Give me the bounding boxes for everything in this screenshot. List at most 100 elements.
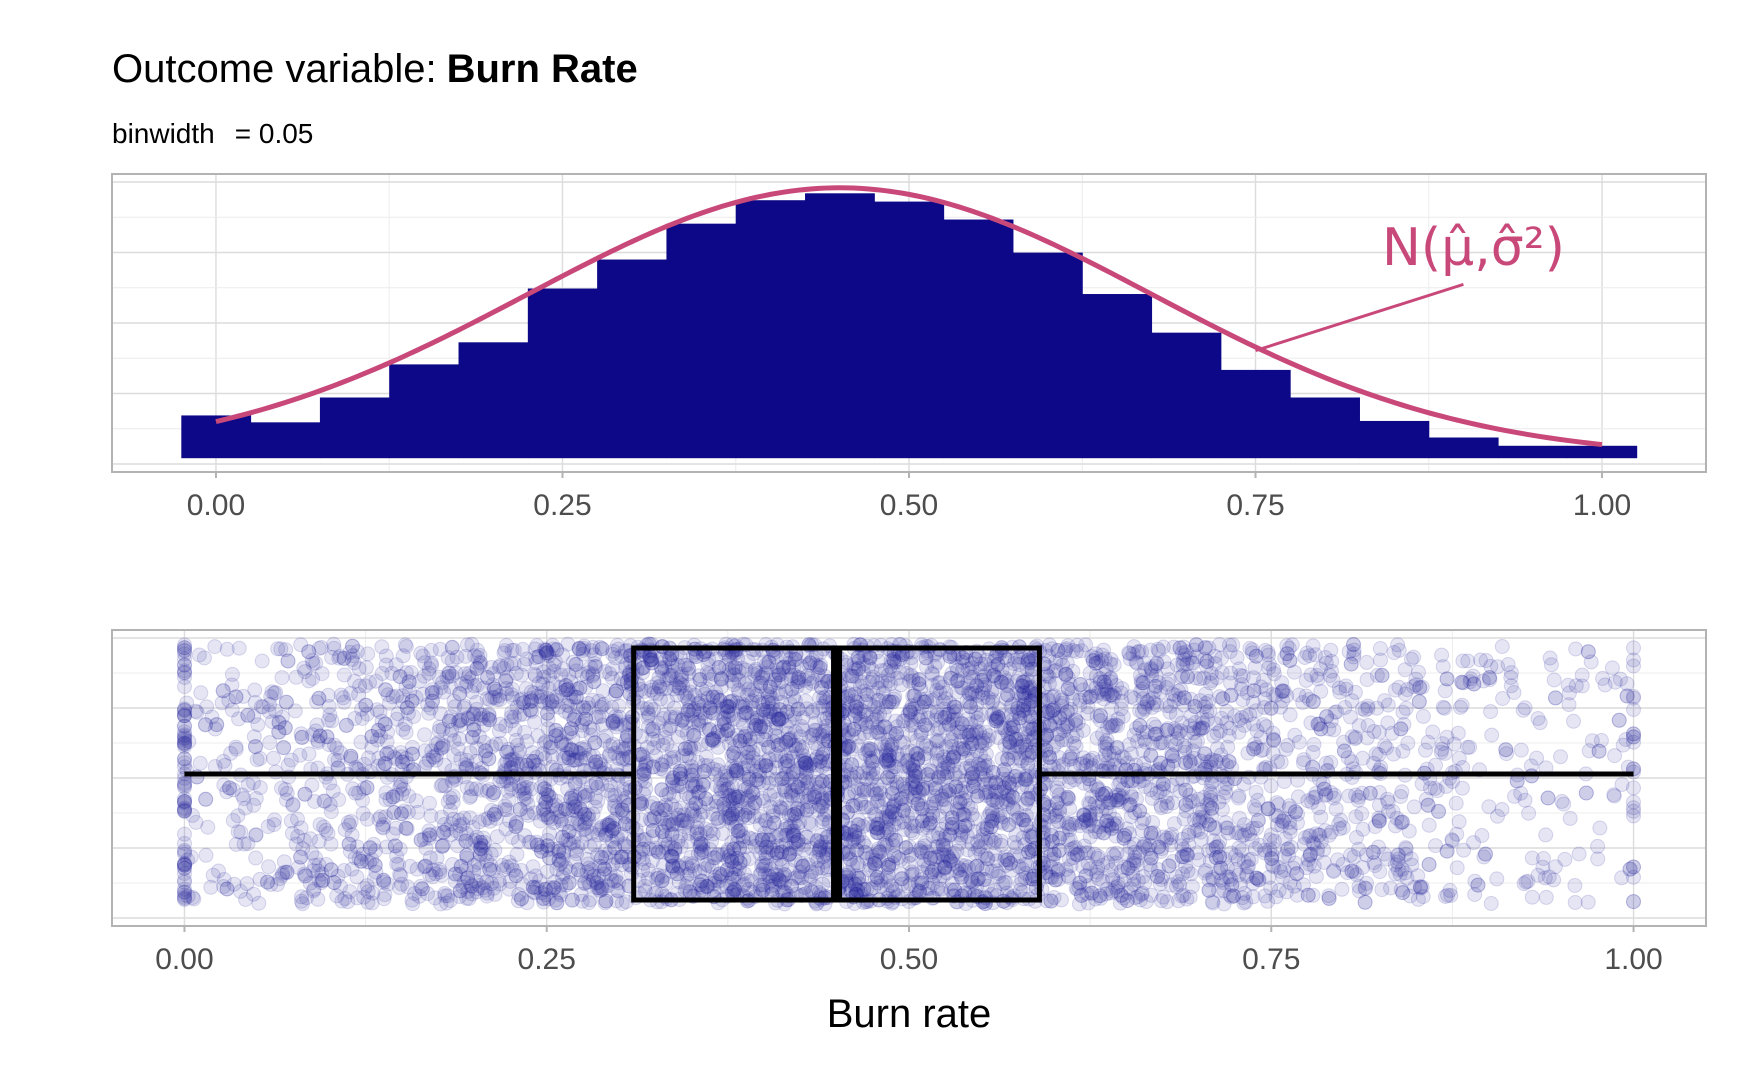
data-point (738, 749, 754, 765)
data-point (872, 706, 888, 722)
data-point (917, 835, 933, 851)
data-point (1279, 638, 1295, 654)
data-point (1060, 704, 1076, 720)
data-point (1567, 878, 1583, 893)
data-point (424, 743, 440, 759)
data-point (945, 849, 960, 864)
data-point (1013, 738, 1029, 754)
data-point (1175, 657, 1191, 673)
data-point (855, 818, 871, 834)
data-point (1041, 716, 1057, 732)
annotation-label: N(μ̂,σ̂²) (1382, 218, 1565, 278)
data-point (570, 745, 586, 761)
data-point (1494, 639, 1510, 654)
data-point (865, 848, 880, 864)
x-tick-label: 1.00 (1573, 489, 1631, 522)
data-point (753, 669, 769, 685)
data-point (982, 806, 998, 821)
data-point (786, 835, 802, 851)
data-point (1094, 647, 1110, 663)
data-point (861, 760, 877, 776)
data-point (177, 657, 192, 673)
data-point (694, 879, 710, 895)
data-point (615, 741, 631, 757)
data-point (1228, 862, 1244, 878)
data-point (316, 793, 332, 809)
data-point (521, 753, 537, 769)
data-point (1538, 827, 1554, 843)
data-point (943, 853, 959, 869)
data-point (671, 778, 687, 793)
data-point (1187, 823, 1203, 839)
data-point (1394, 784, 1410, 800)
data-point (587, 659, 603, 675)
data-point (193, 685, 209, 701)
normal-curve (215, 185, 1603, 448)
data-point (1626, 803, 1641, 819)
data-point (1057, 707, 1073, 723)
data-point (888, 713, 904, 729)
data-point (198, 847, 214, 863)
data-point (428, 684, 444, 700)
data-point (788, 834, 804, 850)
data-point (1614, 777, 1630, 792)
data-point (1179, 656, 1195, 672)
data-point (799, 794, 815, 810)
data-point (665, 658, 680, 674)
data-point (1380, 697, 1396, 713)
data-point (1245, 694, 1261, 710)
data-point (1304, 794, 1320, 810)
data-point (1078, 637, 1094, 653)
data-point (1567, 895, 1583, 910)
data-point (905, 766, 921, 782)
data-point (967, 685, 983, 701)
data-point (1066, 850, 1081, 866)
data-point (1088, 646, 1104, 662)
data-point (725, 711, 741, 727)
data-point (724, 759, 740, 775)
data-point (806, 787, 822, 803)
data-point (849, 855, 865, 871)
data-point (978, 787, 994, 803)
data-point (1305, 790, 1321, 806)
data-point (1490, 659, 1506, 675)
data-point (1456, 842, 1472, 858)
data-point (462, 745, 478, 761)
data-point (1418, 742, 1433, 758)
data-point (915, 845, 931, 861)
data-point (788, 841, 804, 857)
data-point (445, 788, 461, 804)
data-point (364, 739, 380, 755)
data-point (1192, 809, 1208, 825)
data-point (646, 810, 662, 826)
data-point (938, 685, 954, 701)
data-point (1109, 678, 1124, 693)
data-point (1094, 803, 1110, 819)
data-point (645, 721, 661, 737)
data-point (1176, 738, 1192, 754)
data-point (1259, 719, 1274, 735)
data-point (563, 742, 579, 757)
data-point (415, 686, 431, 702)
data-point (1176, 811, 1192, 827)
data-point (790, 671, 806, 687)
data-point (1387, 682, 1403, 698)
data-point (368, 673, 384, 689)
data-point (1415, 708, 1431, 724)
data-point (869, 709, 885, 725)
data-point (927, 849, 943, 865)
data-point (535, 676, 551, 692)
data-point (1521, 805, 1537, 821)
data-point (657, 660, 673, 676)
data-point (177, 679, 192, 695)
data-point (655, 868, 671, 884)
data-point (192, 755, 208, 771)
data-point (266, 685, 282, 701)
data-point (191, 647, 207, 663)
data-point (424, 657, 440, 673)
data-point (1156, 654, 1172, 670)
data-point (907, 787, 923, 803)
data-point (999, 678, 1015, 694)
data-point (323, 836, 339, 852)
data-point (1186, 721, 1202, 737)
